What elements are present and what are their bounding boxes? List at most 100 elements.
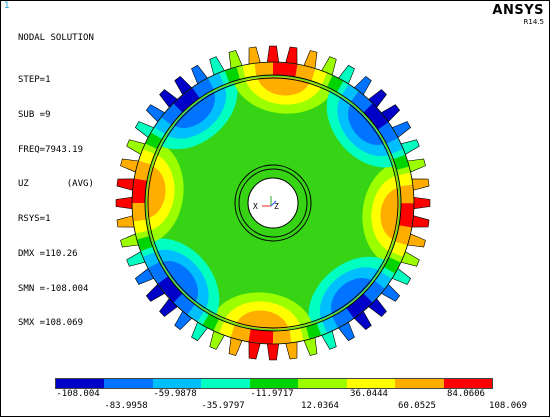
rim-sector — [137, 160, 152, 170]
rim-contour-sectors — [132, 62, 414, 344]
web-lobe-positive — [371, 174, 399, 254]
rim-sector — [182, 91, 196, 105]
rim-sector — [157, 117, 172, 130]
rim-sector — [197, 310, 209, 325]
rim-sector — [400, 196, 414, 204]
rim-sector — [377, 271, 392, 284]
legend-band — [395, 379, 444, 388]
rim-sector — [383, 262, 398, 274]
rim-sector — [148, 132, 163, 144]
rim-sector — [391, 246, 406, 258]
rim-sector — [386, 257, 401, 269]
rim-sector — [394, 236, 409, 246]
rim-sector — [332, 78, 344, 93]
info-step: STEP=1 — [18, 74, 51, 85]
rim-sector — [399, 178, 413, 187]
rim-sector — [327, 75, 339, 90]
rim-sector — [350, 301, 364, 315]
rim-sector — [169, 289, 183, 303]
rim-sector — [336, 310, 349, 325]
rim-sector — [192, 307, 205, 322]
rim-sector — [278, 330, 286, 344]
rim-sector — [218, 321, 230, 336]
rim-sector — [178, 95, 191, 109]
legend-label-top-1: -108.004 — [56, 389, 100, 399]
rim-sector — [383, 132, 398, 145]
rim-sector — [371, 112, 385, 126]
rim-sector — [391, 149, 406, 160]
rim-sector — [316, 70, 328, 85]
legend-label-top-3: -11.9717 — [250, 389, 294, 399]
rim-sector — [300, 65, 310, 80]
solution-title: NODAL SOLUTION — [18, 33, 94, 44]
brand-version: R14.5 — [523, 18, 544, 26]
rim-sector — [273, 62, 280, 76]
rim-sector — [145, 137, 160, 149]
ansys-logo: ANSYS R14.5 — [492, 4, 544, 27]
contour-legend-bar — [55, 378, 493, 389]
rim-sector — [135, 166, 150, 176]
gear-tooth — [115, 196, 134, 210]
legend-band — [56, 379, 105, 388]
rim-sector — [192, 84, 205, 99]
rim-sector — [187, 87, 200, 102]
rim-sector — [154, 271, 169, 284]
rim-sector — [311, 323, 322, 338]
rim-sector — [388, 251, 403, 263]
web-lobe-positive — [235, 310, 289, 329]
rim-sector — [341, 84, 354, 99]
rim-sector — [367, 108, 381, 121]
rim-sector — [161, 112, 176, 126]
rim-sector — [182, 300, 196, 315]
rim-sector — [157, 276, 172, 289]
legend-band — [298, 379, 347, 388]
rim-sector — [213, 318, 225, 333]
rim-sector — [202, 78, 215, 93]
rim-sector — [397, 172, 412, 182]
rim-sector — [306, 67, 316, 82]
rim-sector — [145, 256, 160, 268]
rim-sector — [326, 316, 338, 331]
rim-sector — [213, 73, 225, 87]
rim-sector — [151, 127, 166, 139]
rim-sector — [132, 208, 146, 216]
rim-sector — [143, 251, 157, 263]
rim-sector — [132, 202, 146, 210]
legend-band — [346, 379, 396, 388]
legend-label-bottom-1: -83.9958 — [104, 401, 148, 411]
rim-sector — [359, 293, 373, 307]
rim-sector — [399, 184, 413, 193]
rim-sector — [165, 285, 179, 298]
rim-sector — [400, 208, 414, 216]
legend-label-top-2: -59.9878 — [153, 389, 197, 399]
legend-label-top-5: 84.0606 — [447, 389, 485, 399]
rim-sector — [289, 63, 298, 77]
web-lobe-positive — [222, 301, 302, 329]
rim-sector — [154, 122, 169, 135]
rim-sector — [359, 99, 373, 113]
info-rsys: RSYS=1 — [18, 214, 51, 225]
rim-sector — [169, 103, 183, 117]
rim-sector — [346, 304, 359, 319]
rim-sector — [283, 329, 292, 343]
rim-sector — [140, 148, 155, 160]
rim-sector — [380, 127, 395, 140]
rim-sector — [346, 87, 359, 102]
rim-sector — [393, 154, 408, 165]
solution-info: NODAL SOLUTION STEP=1 SUB =9 FREQ=7943.1… — [18, 10, 94, 353]
info-sub: SUB =9 — [18, 109, 51, 120]
rim-sector — [350, 91, 364, 106]
info-freq: FREQ=7943.19 — [18, 144, 84, 155]
rim-sector — [396, 230, 411, 240]
rim-sector — [151, 266, 166, 279]
rim-sector — [400, 190, 414, 198]
legend-band — [152, 379, 202, 388]
rim-sector — [370, 280, 385, 294]
rim-sector — [311, 69, 322, 83]
web-lobe-positive — [257, 77, 311, 96]
web-lobe-positive — [147, 165, 166, 219]
gear-tooth — [266, 45, 280, 64]
rim-sector — [132, 196, 146, 203]
